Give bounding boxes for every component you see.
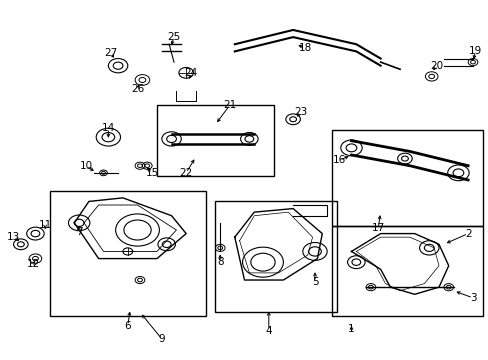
Bar (215, 202, 336, 312)
Text: 13: 13 (7, 232, 20, 242)
Text: 18: 18 (298, 43, 311, 53)
Bar (331, 226, 482, 316)
Text: 23: 23 (293, 107, 306, 117)
Text: 17: 17 (371, 223, 384, 233)
Text: 7: 7 (76, 227, 82, 237)
Text: 16: 16 (332, 156, 345, 165)
Text: 20: 20 (429, 61, 442, 71)
Text: 2: 2 (464, 229, 470, 239)
Text: 4: 4 (265, 326, 271, 336)
Text: 9: 9 (158, 334, 165, 344)
Text: 26: 26 (131, 84, 144, 94)
Text: 12: 12 (26, 259, 40, 269)
Text: 1: 1 (347, 324, 354, 334)
Bar (50, 191, 205, 316)
Text: 21: 21 (223, 100, 236, 110)
Text: 19: 19 (468, 46, 481, 57)
Text: 24: 24 (184, 68, 197, 78)
Text: 3: 3 (469, 293, 475, 303)
Text: 6: 6 (124, 321, 131, 331)
Text: 5: 5 (311, 277, 318, 287)
Text: 25: 25 (167, 32, 180, 42)
Text: 11: 11 (39, 220, 52, 230)
Bar (331, 130, 482, 226)
Bar (157, 105, 273, 176)
Text: 15: 15 (145, 168, 159, 178)
Text: 8: 8 (217, 257, 223, 267)
Text: 22: 22 (179, 168, 192, 178)
Text: 14: 14 (102, 123, 115, 133)
Text: 27: 27 (104, 48, 117, 58)
Text: 10: 10 (80, 161, 93, 171)
